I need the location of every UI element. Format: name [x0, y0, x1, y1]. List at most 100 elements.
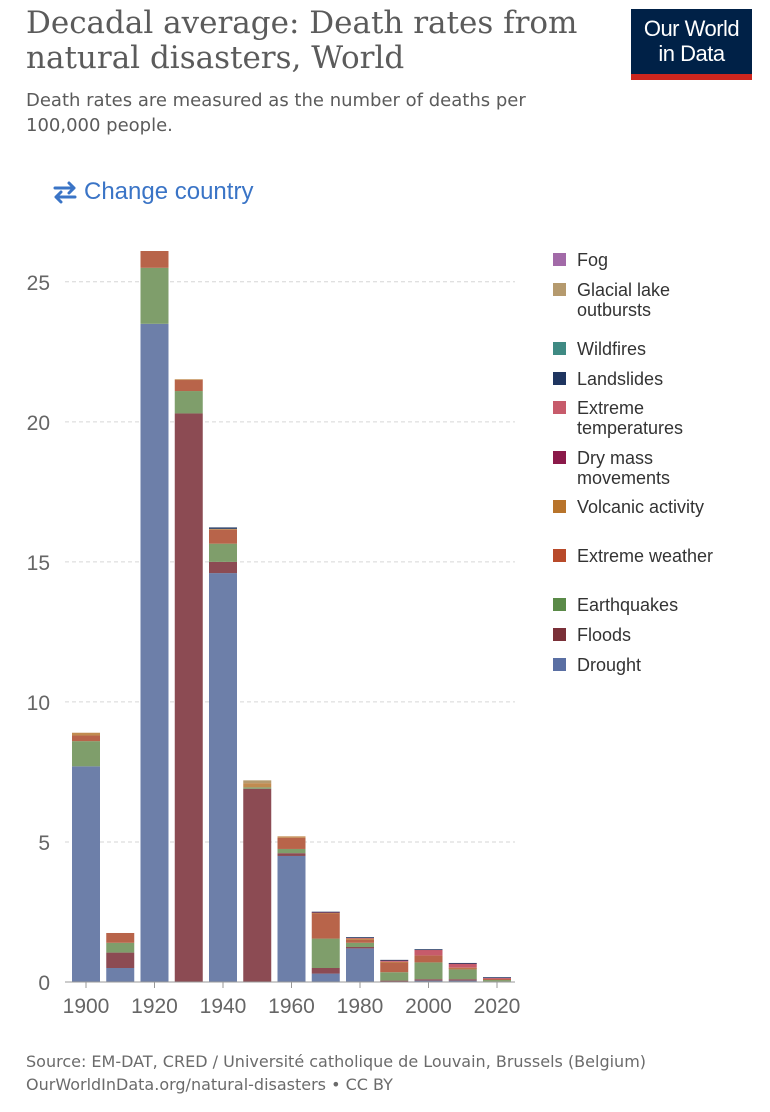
swap-arrows-icon [52, 180, 78, 204]
bar-segment-extreme-temperatures[interactable]: 2000 – Extreme temperatures: 0.2 [414, 949, 443, 956]
bar-segment-earthquakes[interactable]: 1940 – Earthquakes: 0.65 [209, 543, 237, 562]
bar-segment-landslides[interactable]: 1990 – Landslides: 0.02 [380, 959, 409, 961]
x-tick-label: 1980 [337, 995, 384, 1018]
legend-swatch [553, 500, 566, 513]
bar-segment-floods[interactable]: 2000 – Floods: 0.05 [414, 979, 443, 981]
bar-segment-floods[interactable]: 1950 – Floods: 6.9 [243, 788, 272, 982]
legend-label: Landslides [577, 369, 664, 389]
bar-segment-drought[interactable]: 1920 – Drought: 23.5 [140, 323, 169, 982]
bar-segment-extreme-weather[interactable]: 1930 – Extreme weather: 0.4 [174, 379, 203, 392]
legend-item-extreme-weather[interactable]: Extreme weather [553, 546, 747, 566]
bar-segment-earthquakes[interactable]: 1920 – Earthquakes: 2 [140, 267, 169, 324]
legend-swatch [553, 549, 566, 562]
bar-segment-extreme-weather[interactable]: 1980 – Extreme weather: 0.1 [346, 939, 374, 943]
bar-segment-volcanic-activity[interactable]: 1930 – Volcanic activity: 0.02 [174, 379, 203, 381]
bar-segment-floods[interactable]: 1990 – Floods: 0.05 [380, 980, 409, 982]
bar-segment-earthquakes[interactable]: 1910 – Earthquakes: 0.35 [106, 942, 135, 953]
y-tick-label: 0 [38, 972, 50, 995]
bar-segment-floods[interactable]: 1940 – Floods: 0.4 [209, 561, 237, 574]
bar-segment-landslides[interactable]: 1980 – Landslides: 0.02 [346, 937, 374, 938]
bar-segment-landslides[interactable]: 1940 – Landslides: 0.05 [209, 527, 237, 529]
gridlines [65, 281, 515, 843]
bar-segment-extreme-weather[interactable]: 1900 – Extreme weather: 0.2 [72, 735, 100, 742]
bar-segment-floods[interactable]: 1930 – Floods: 20.3 [174, 413, 203, 982]
bar-segment-volcanic-activity[interactable]: 1960 – Volcanic activity: 0.05 [277, 836, 306, 838]
bar-segment-earthquakes[interactable]: 1970 – Earthquakes: 1.05 [311, 938, 340, 968]
bar-segment-volcanic-activity[interactable]: 1990 – Volcanic activity: 0.02 [380, 961, 409, 963]
chart-footer: Source: EM-DAT, CRED / Université cathol… [26, 1050, 646, 1096]
legend-item-drought[interactable]: Drought [553, 655, 747, 675]
bar-segment-drought[interactable]: 1970 – Drought: 0.3 [311, 973, 340, 982]
bar-segment-extreme-weather[interactable]: 1940 – Extreme weather: 0.5 [209, 529, 237, 544]
bar-segment-extreme-weather[interactable]: 1910 – Extreme weather: 0.35 [106, 932, 135, 943]
bar-segment-landslides[interactable]: 2010 – Landslides: 0.02 [448, 962, 477, 964]
legend-item-fog[interactable]: Fog [553, 250, 747, 270]
bar-segment-drought[interactable]: 1980 – Drought: 1.2 [346, 948, 374, 982]
bar-segment-landslides[interactable]: 2020 – Landslides: 0.01 [483, 977, 511, 979]
bar-segment-extreme-weather[interactable]: 1970 – Extreme weather: 0.9 [311, 913, 340, 939]
bar-segment-drought[interactable]: 2000 – Drought: 0.05 [414, 980, 443, 982]
bar-segment-floods[interactable]: 1980 – Floods: 0.05 [346, 946, 374, 949]
bar-segment-earthquakes[interactable]: 2000 – Earthquakes: 0.6 [414, 962, 443, 980]
bar-segment-drought[interactable]: 1960 – Drought: 4.5 [277, 855, 306, 982]
bar-segment-extreme-weather[interactable]: 1990 – Extreme weather: 0.35 [380, 962, 409, 973]
bar-segment-floods[interactable]: 1910 – Floods: 0.55 [106, 952, 135, 968]
bar-segment-landslides[interactable]: 1970 – Landslides: 0.02 [311, 911, 340, 913]
bar-segment-drought[interactable]: 1910 – Drought: 0.5 [106, 967, 135, 982]
source-note: Source: EM-DAT, CRED / Université cathol… [26, 1052, 647, 1071]
bar-segment-earthquakes[interactable]: 1930 – Earthquakes: 0.8 [174, 391, 203, 414]
bar-segment-landslides[interactable]: 2000 – Landslides: 0.02 [414, 949, 443, 951]
legend-label: Floods [577, 625, 632, 645]
bar-segment-volcanic-activity[interactable]: 1950 – Volcanic activity: 0.15 [243, 783, 272, 788]
legend-item-floods[interactable]: Floods [553, 625, 747, 645]
bar-segment-earthquakes[interactable]: 2010 – Earthquakes: 0.35 [448, 969, 477, 980]
bar-segment-floods[interactable]: 1960 – Floods: 0.1 [277, 853, 306, 856]
bar-segment-earthquakes[interactable]: 1950 – Earthquakes: 0.05 [243, 787, 272, 789]
bar-segment-extreme-weather[interactable]: 1960 – Extreme weather: 0.4 [277, 837, 306, 849]
change-country-label: Change country [84, 178, 254, 205]
bar-segment-volcanic-activity[interactable]: 1940 – Volcanic activity: 0.03 [209, 528, 237, 530]
legend-label: Drought [577, 655, 642, 675]
y-tick-label: 25 [27, 272, 50, 295]
bar-segment-extreme-weather[interactable]: 1920 – Extreme weather: 0.6 [140, 251, 169, 268]
bar-segment-volcanic-activity[interactable]: 1970 – Volcanic activity: 0.02 [311, 912, 340, 914]
bar-segment-extreme-temperatures[interactable]: 2020 – Extreme temperatures: 0.05 [483, 977, 511, 979]
bar-segment-drought[interactable]: 2010 – Drought: 0.05 [448, 980, 477, 982]
bar-segment-extreme-weather[interactable]: 2000 – Extreme weather: 0.25 [414, 955, 443, 963]
bar-segment-volcanic-activity[interactable]: 1980 – Volcanic activity: 0.05 [346, 938, 374, 940]
legend-swatch [553, 342, 566, 355]
bar-segment-earthquakes[interactable]: 1990 – Earthquakes: 0.3 [380, 972, 409, 981]
bar-segment-volcanic-activity[interactable]: 2010 – Volcanic activity: 0.01 [448, 967, 477, 969]
bar-segment-extreme-weather[interactable]: 2010 – Extreme weather: 0.05 [448, 967, 477, 970]
bar-segment-extreme-temperatures[interactable]: 2010 – Extreme temperatures: 0.15 [448, 963, 477, 968]
y-tick-label: 20 [27, 412, 50, 435]
bar-segment-earthquakes[interactable]: 1960 – Earthquakes: 0.15 [277, 848, 306, 854]
bar-segment-earthquakes[interactable]: 1980 – Earthquakes: 0.15 [346, 942, 374, 947]
our-world-in-data-logo[interactable]: Our World in Data [631, 9, 752, 80]
bar-segment-extreme-temperatures[interactable]: 1990 – Extreme temperatures: 0.05 [380, 960, 409, 962]
bar-segment-earthquakes[interactable]: 2020 – Earthquakes: 0.05 [483, 980, 511, 982]
legend-item-glacial-lake-outbursts[interactable]: Glacial lake outbursts [553, 280, 747, 320]
bar-segment-extreme-temperatures[interactable]: 1980 – Extreme temperatures: 0.03 [346, 937, 374, 939]
bar-segment-earthquakes[interactable]: 1900 – Earthquakes: 0.9 [72, 741, 100, 767]
change-country-button[interactable]: Change country [52, 178, 253, 206]
legend-item-volcanic-activity[interactable]: Volcanic activity [553, 497, 747, 517]
x-tick-label: 1960 [268, 995, 315, 1018]
legend-item-extreme-temperatures[interactable]: Extreme temperatures [553, 398, 747, 438]
legend-label: Wildfires [577, 339, 647, 359]
bar-segment-drought[interactable]: 1900 – Drought: 7.7 [72, 766, 100, 982]
bar-segment-floods[interactable]: 2010 – Floods: 0.05 [448, 979, 477, 981]
legend-item-wildfires[interactable]: Wildfires [553, 339, 747, 359]
legend-item-dry-mass-movements[interactable]: Dry mass movements [553, 448, 747, 488]
bar-segment-volcanic-activity[interactable]: 1900 – Volcanic activity: 0.1 [72, 732, 100, 736]
bar-segment-extreme-weather[interactable]: 2020 – Extreme weather: 0.04 [483, 978, 511, 981]
legend-label: Extreme temperatures [577, 398, 684, 438]
legend-label: Volcanic activity [577, 497, 705, 517]
bar-segment-extreme-temperatures[interactable]: 1970 – Extreme temperatures: 0.02 [311, 912, 340, 914]
bar-segment-drought[interactable]: 1940 – Drought: 14.6 [209, 573, 237, 982]
legend-item-earthquakes[interactable]: Earthquakes [553, 595, 747, 615]
bar-segment-glacial-lake-outbursts[interactable]: 1950 – Glacial lake outbursts: 0.1 [243, 780, 272, 784]
bar-segment-floods[interactable]: 1970 – Floods: 0.2 [311, 967, 340, 974]
x-tick-label: 1900 [63, 995, 110, 1018]
legend-item-landslides[interactable]: Landslides [553, 369, 747, 389]
